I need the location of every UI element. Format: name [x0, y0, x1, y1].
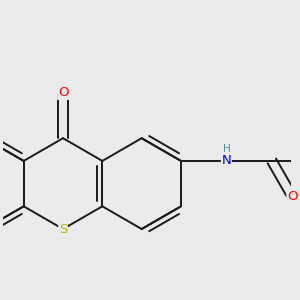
Text: H: H — [223, 144, 230, 154]
Text: O: O — [58, 86, 68, 99]
Text: S: S — [59, 223, 67, 236]
Text: N: N — [221, 154, 231, 167]
Text: O: O — [287, 190, 298, 203]
